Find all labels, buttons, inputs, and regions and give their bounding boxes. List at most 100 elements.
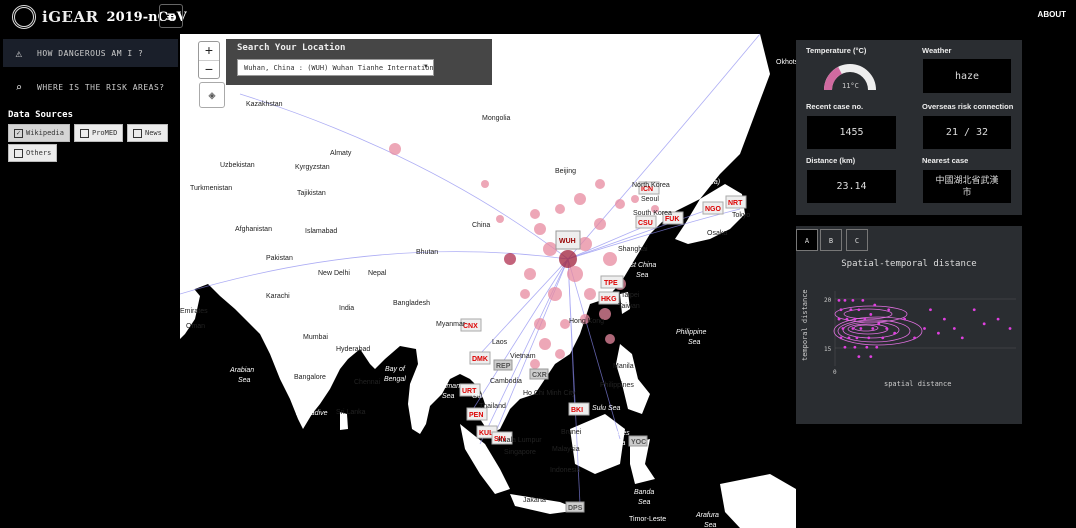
svg-text:Sea of: Sea of — [694, 159, 715, 166]
svg-text:Laccadive: Laccadive — [296, 410, 328, 417]
overseas-label: Overseas risk connection — [922, 102, 1014, 111]
svg-text:Oman: Oman — [186, 323, 205, 330]
svg-text:Philippines: Philippines — [600, 382, 634, 389]
scatter-point — [937, 331, 940, 335]
svg-text:Kyrgyzstan: Kyrgyzstan — [295, 164, 330, 171]
svg-text:China: China — [472, 222, 490, 229]
svg-text:Bengal: Bengal — [384, 376, 406, 383]
svg-text:Sea: Sea — [688, 339, 701, 346]
scatter-point — [869, 355, 873, 359]
spatial-temporal-chart: 20 15 0 spatial distance temporal distan… — [801, 289, 1016, 388]
svg-text:Jakarta: Jakarta — [523, 497, 546, 504]
svg-text:South Korea: South Korea — [633, 210, 672, 217]
source-chip-promed[interactable]: ProMED — [74, 124, 124, 142]
scatter-point — [851, 327, 855, 330]
source-label: News — [145, 129, 162, 137]
sidebar-item-risk-areas[interactable]: ⌕ WHERE IS THE RISK AREAS? — [3, 73, 178, 101]
scatter-point — [982, 322, 986, 326]
svg-text:Laos: Laos — [492, 339, 508, 346]
layers-icon: ◈ — [208, 88, 216, 102]
svg-text:NGO: NGO — [705, 206, 722, 213]
svg-text:Malaysia: Malaysia — [552, 446, 580, 453]
svg-text:New Delhi: New Delhi — [318, 270, 350, 277]
scatter-point — [857, 355, 861, 359]
svg-text:Hong Kong: Hong Kong — [569, 318, 604, 325]
nearest-case-label: Nearest case — [922, 156, 969, 165]
scatter-point — [913, 336, 916, 340]
svg-text:Taiwan: Taiwan — [618, 303, 640, 310]
sidebar-item-how-dangerous[interactable]: ⚠ HOW DANGEROUS AM I ? — [3, 39, 178, 67]
risk-stats-panel: Temperature (°C) 11°C Weather haze Recen… — [796, 40, 1022, 215]
scatter-point — [877, 322, 881, 326]
sidebar-item-label: WHERE IS THE RISK AREAS? — [37, 82, 165, 92]
chart-panel: A B C Spatial-temporal distance 20 15 0 … — [796, 226, 1022, 424]
svg-text:Gulf of: Gulf of — [472, 393, 494, 400]
svg-text:Almaty: Almaty — [330, 150, 352, 157]
svg-text:Sea: Sea — [613, 440, 626, 447]
about-link[interactable]: ABOUT — [1037, 10, 1066, 19]
land-sulawesi — [630, 439, 655, 484]
svg-text:Hyderabad: Hyderabad — [336, 346, 370, 353]
source-label: ProMED — [92, 129, 118, 137]
svg-text:DPS: DPS — [568, 505, 583, 512]
land-asia — [180, 34, 770, 434]
scatter-point — [845, 317, 849, 321]
source-chip-wikipedia[interactable]: ✓ Wikipedia — [8, 124, 70, 142]
svg-text:Okhotsk: Okhotsk — [776, 59, 796, 66]
scatter-point — [837, 298, 841, 302]
nearest-case-value: 中國湖北省武漢市 — [923, 170, 1011, 203]
tab-b[interactable]: B — [820, 229, 842, 251]
location-select[interactable]: Wuhan, China : (WUH) Wuhan Tianhe Intern… — [237, 59, 434, 76]
scatter-point — [942, 317, 946, 321]
svg-text:Bangalore: Bangalore — [294, 374, 326, 381]
svg-text:Manila: Manila — [613, 363, 634, 370]
land-borneo — [570, 414, 625, 474]
svg-text:Banda: Banda — [634, 489, 654, 496]
scatter-point — [893, 331, 897, 335]
hamburger-menu-button[interactable]: ≡ — [159, 4, 183, 28]
svg-text:Emirates: Emirates — [180, 308, 208, 315]
svg-text:Brunei: Brunei — [561, 429, 582, 436]
svg-text:Sea: Sea — [238, 377, 251, 384]
svg-text:ICN: ICN — [641, 186, 653, 193]
density-contours — [833, 305, 923, 346]
svg-text:Bay of: Bay of — [385, 366, 406, 373]
svg-text:Mongolia: Mongolia — [482, 115, 511, 122]
recent-cases-value: 1455 — [807, 116, 896, 149]
layers-button[interactable]: ◈ — [199, 82, 225, 108]
land-java — [510, 494, 580, 514]
recent-cases-label: Recent case no. — [806, 102, 864, 111]
tab-c[interactable]: C — [846, 229, 868, 251]
scatter-point — [857, 308, 861, 312]
source-chip-news[interactable]: News — [127, 124, 168, 142]
zoom-out-button[interactable]: − — [204, 61, 214, 77]
scatter-point — [873, 303, 877, 307]
zoom-in-button[interactable]: + — [199, 42, 219, 61]
svg-text:India: India — [339, 305, 354, 312]
tab-a[interactable]: A — [796, 229, 818, 251]
source-label: Wikipedia — [26, 129, 64, 137]
svg-text:Turkmenistan: Turkmenistan — [190, 185, 232, 192]
svg-text:Port Moresby: Port Moresby — [780, 519, 796, 525]
svg-text:Andaman: Andaman — [429, 383, 460, 390]
svg-text:BKI: BKI — [571, 407, 583, 414]
svg-text:Sri Lanka: Sri Lanka — [336, 409, 366, 416]
weather-label: Weather — [922, 46, 952, 55]
svg-text:Kuala Lumpur: Kuala Lumpur — [498, 437, 542, 444]
scatter-point — [960, 336, 964, 340]
svg-text:Uzbekistan: Uzbekistan — [220, 162, 255, 169]
svg-text:FUK: FUK — [665, 216, 679, 223]
svg-text:Karachi: Karachi — [266, 293, 290, 300]
checkbox-checked-icon: ✓ — [14, 128, 23, 138]
source-chip-others[interactable]: Others — [8, 144, 58, 162]
scatter-point — [885, 327, 889, 330]
map-canvas[interactable]: WUH TPE HKG CNX DMK URT PEN KUL SIN BKI … — [180, 34, 796, 528]
airport-code-wuh: WUH — [559, 238, 576, 245]
scatter-point — [996, 317, 1000, 321]
svg-text:Beijing: Beijing — [555, 168, 576, 175]
svg-text:NRT: NRT — [728, 200, 743, 207]
logo[interactable]: iGEAR 2019-nCoV — [12, 5, 187, 29]
svg-text:Bangladesh: Bangladesh — [393, 300, 430, 307]
svg-text:(East Sea): (East Sea) — [687, 179, 720, 186]
scatter-point — [841, 327, 845, 330]
